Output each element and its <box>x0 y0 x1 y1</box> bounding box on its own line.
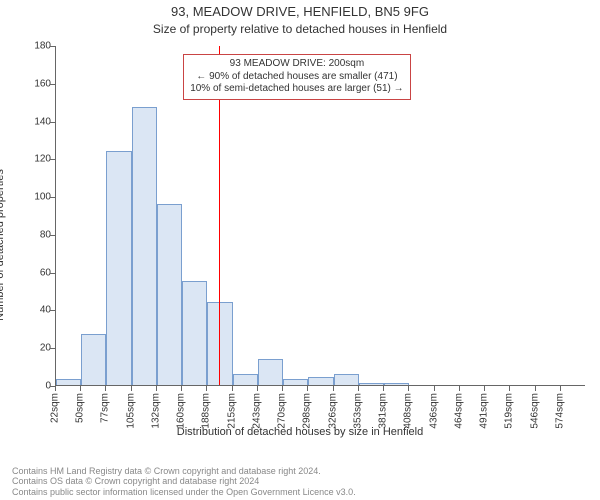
chart-subtitle: Size of property relative to detached ho… <box>0 22 600 36</box>
x-tick-label: 464sqm <box>453 393 464 429</box>
annotation-line-1: 93 MEADOW DRIVE: 200sqm <box>190 58 403 71</box>
x-tick-mark <box>181 386 182 391</box>
x-tick-mark <box>509 386 510 391</box>
x-tick-label: 215sqm <box>226 393 237 429</box>
x-tick-label: 519sqm <box>504 393 515 429</box>
x-tick-label: 160sqm <box>176 393 187 429</box>
x-tick-label: 243sqm <box>251 393 262 429</box>
histogram-bar <box>207 302 232 385</box>
x-tick-mark <box>560 386 561 391</box>
x-tick-label: 188sqm <box>201 393 212 429</box>
histogram-bar <box>258 359 283 385</box>
y-tick-label: 40 <box>21 305 51 316</box>
histogram-bar <box>182 281 207 385</box>
x-tick-label: 132sqm <box>150 393 161 429</box>
annotation-line-2: ← 90% of detached houses are smaller (47… <box>190 71 403 84</box>
x-tick-label: 77sqm <box>100 393 111 423</box>
histogram-bar <box>233 374 258 385</box>
chart-title: 93, MEADOW DRIVE, HENFIELD, BN5 9FG <box>0 4 600 19</box>
x-tick-mark <box>434 386 435 391</box>
x-tick-mark <box>535 386 536 391</box>
histogram-bar <box>283 379 308 385</box>
histogram-bar <box>384 383 409 385</box>
y-tick-label: 120 <box>21 154 51 165</box>
y-tick-mark <box>50 159 55 160</box>
footer-attribution: Contains HM Land Registry data © Crown c… <box>12 466 356 498</box>
x-axis-label: Distribution of detached houses by size … <box>0 426 600 438</box>
y-tick-mark <box>50 235 55 236</box>
x-tick-mark <box>55 386 56 391</box>
y-tick-mark <box>50 46 55 47</box>
x-tick-label: 491sqm <box>479 393 490 429</box>
x-tick-mark <box>131 386 132 391</box>
y-tick-mark <box>50 197 55 198</box>
y-tick-label: 20 <box>21 343 51 354</box>
x-tick-label: 298sqm <box>302 393 313 429</box>
histogram-bar <box>157 204 182 385</box>
x-tick-label: 381sqm <box>378 393 389 429</box>
x-tick-mark <box>232 386 233 391</box>
annotation-box: 93 MEADOW DRIVE: 200sqm← 90% of detached… <box>183 54 410 100</box>
y-tick-mark <box>50 273 55 274</box>
y-tick-mark <box>50 122 55 123</box>
x-tick-mark <box>105 386 106 391</box>
y-tick-label: 100 <box>21 192 51 203</box>
x-tick-mark <box>307 386 308 391</box>
x-tick-mark <box>80 386 81 391</box>
x-tick-label: 22sqm <box>50 393 61 423</box>
y-tick-mark <box>50 84 55 85</box>
chart-page: 93, MEADOW DRIVE, HENFIELD, BN5 9FG Size… <box>0 0 600 500</box>
histogram-bar <box>359 383 384 385</box>
x-tick-mark <box>484 386 485 391</box>
x-tick-label: 408sqm <box>403 393 414 429</box>
y-tick-mark <box>50 310 55 311</box>
y-tick-label: 160 <box>21 78 51 89</box>
x-tick-mark <box>459 386 460 391</box>
histogram-bar <box>132 107 157 385</box>
y-tick-label: 0 <box>21 381 51 392</box>
x-tick-mark <box>358 386 359 391</box>
x-tick-label: 270sqm <box>277 393 288 429</box>
histogram-bar <box>308 377 333 385</box>
x-tick-label: 436sqm <box>428 393 439 429</box>
chart-area: Number of detached properties 93 MEADOW … <box>0 40 600 450</box>
x-tick-mark <box>206 386 207 391</box>
histogram-bar <box>56 379 81 385</box>
plot-area: 93 MEADOW DRIVE: 200sqm← 90% of detached… <box>55 46 585 386</box>
histogram-bar <box>334 374 359 385</box>
histogram-bar <box>81 334 106 385</box>
x-tick-label: 105sqm <box>125 393 136 429</box>
x-tick-label: 574sqm <box>554 393 565 429</box>
y-tick-mark <box>50 348 55 349</box>
histogram-bar <box>106 151 131 385</box>
annotation-line-3: 10% of semi-detached houses are larger (… <box>190 83 403 96</box>
x-tick-mark <box>282 386 283 391</box>
y-tick-label: 140 <box>21 116 51 127</box>
x-tick-mark <box>156 386 157 391</box>
x-tick-mark <box>408 386 409 391</box>
x-tick-label: 50sqm <box>75 393 86 423</box>
x-tick-label: 546sqm <box>529 393 540 429</box>
x-tick-mark <box>333 386 334 391</box>
y-tick-label: 80 <box>21 229 51 240</box>
y-tick-label: 180 <box>21 41 51 52</box>
x-tick-label: 326sqm <box>327 393 338 429</box>
x-tick-mark <box>257 386 258 391</box>
x-tick-label: 353sqm <box>352 393 363 429</box>
y-tick-label: 60 <box>21 267 51 278</box>
x-tick-mark <box>383 386 384 391</box>
